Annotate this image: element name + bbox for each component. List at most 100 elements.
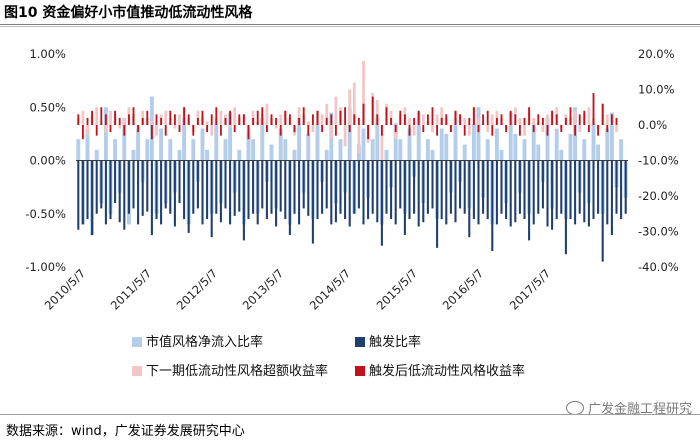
bar-1-55 xyxy=(330,160,333,225)
legend-label: 触发后低流动性风格收益率 xyxy=(369,363,525,379)
bar-2-79 xyxy=(440,107,444,125)
bar-2-84 xyxy=(463,117,467,125)
bar-0-82 xyxy=(453,117,458,161)
title-divider-secondary xyxy=(0,26,700,27)
bar-0-62 xyxy=(361,128,366,161)
data-source: 数据来源：wind，广发证券发展研究中心 xyxy=(6,424,245,439)
bar-2-90 xyxy=(490,114,494,125)
bar-3-5 xyxy=(100,107,103,125)
legend-label: 市值风格净流入比率 xyxy=(146,334,263,350)
bar-3-77 xyxy=(431,107,434,125)
bar-1-91 xyxy=(495,160,498,225)
bar-0-89 xyxy=(485,139,490,161)
bar-1-77 xyxy=(431,160,434,209)
bar-1-117 xyxy=(615,160,618,214)
right-tick-label: -20.0% xyxy=(638,189,679,203)
bar-1-48 xyxy=(298,160,301,225)
bar-3-27 xyxy=(201,110,204,125)
bar-1-69 xyxy=(394,160,397,225)
bar-1-94 xyxy=(509,160,512,227)
bar-3-73 xyxy=(413,117,416,125)
bar-1-29 xyxy=(210,160,213,238)
bar-0-67 xyxy=(384,149,389,161)
bar-0-33 xyxy=(228,112,233,161)
bar-3-90 xyxy=(491,125,494,136)
bar-3-9 xyxy=(118,117,121,125)
bar-3-38 xyxy=(252,117,255,125)
bar-0-104 xyxy=(554,128,559,161)
bar-3-110 xyxy=(583,110,586,125)
bar-0-42 xyxy=(269,144,274,161)
bar-2-31 xyxy=(219,110,223,125)
bar-3-62 xyxy=(362,103,365,125)
bar-0-35 xyxy=(237,149,242,161)
bar-3-60 xyxy=(353,114,356,125)
bar-3-8 xyxy=(114,110,117,125)
bar-2-99 xyxy=(532,117,536,125)
bar-3-117 xyxy=(615,117,618,125)
left-tick-label: 0.00% xyxy=(29,154,66,168)
bar-1-110 xyxy=(583,160,586,223)
bar-2-41 xyxy=(265,103,269,125)
bar-3-41 xyxy=(265,125,268,133)
bar-2-69 xyxy=(394,125,398,140)
bar-2-34 xyxy=(233,107,237,125)
bar-2-33 xyxy=(228,125,232,129)
bar-3-79 xyxy=(440,117,443,125)
bar-3-20 xyxy=(169,110,172,125)
bar-1-4 xyxy=(95,160,98,214)
bar-1-88 xyxy=(482,160,485,214)
bar-1-57 xyxy=(339,160,342,214)
bar-1-80 xyxy=(445,160,448,225)
bar-3-32 xyxy=(224,117,227,125)
bar-3-43 xyxy=(275,117,278,125)
bar-3-30 xyxy=(215,107,218,125)
bar-0-77 xyxy=(430,149,435,161)
bar-1-58 xyxy=(344,160,347,220)
bar-2-72 xyxy=(408,117,411,125)
bar-0-4 xyxy=(94,149,99,161)
bar-1-28 xyxy=(206,160,209,220)
bar-1-74 xyxy=(417,160,420,227)
bar-3-33 xyxy=(229,110,232,125)
bar-3-45 xyxy=(284,110,287,125)
bar-0-47 xyxy=(292,149,297,161)
bar-3-113 xyxy=(597,125,600,136)
bar-1-67 xyxy=(385,160,388,214)
bar-0-80 xyxy=(444,133,449,161)
bar-1-41 xyxy=(265,160,268,220)
bar-0-2 xyxy=(85,128,90,161)
bar-3-67 xyxy=(385,107,388,125)
bar-3-6 xyxy=(104,114,107,125)
right-tick-label: -40.0% xyxy=(638,260,679,274)
bar-3-111 xyxy=(587,125,590,133)
bar-2-62 xyxy=(362,61,365,125)
bar-1-42 xyxy=(270,160,273,214)
bar-3-40 xyxy=(261,107,264,125)
bar-3-101 xyxy=(541,117,544,125)
bar-1-84 xyxy=(463,160,466,214)
bar-3-54 xyxy=(325,117,328,125)
bar-1-34 xyxy=(233,160,236,216)
bar-3-93 xyxy=(505,125,508,133)
bar-1-97 xyxy=(523,160,526,220)
bar-3-42 xyxy=(270,114,273,125)
bar-1-14 xyxy=(141,160,144,216)
bar-1-112 xyxy=(592,160,595,220)
bar-3-57 xyxy=(339,110,342,125)
bar-2-117 xyxy=(615,125,618,133)
bar-2-48 xyxy=(297,107,301,125)
bar-3-59 xyxy=(348,125,351,133)
bar-1-8 xyxy=(114,160,117,204)
bar-3-3 xyxy=(91,110,94,125)
bar-1-109 xyxy=(578,160,581,214)
bar-2-10 xyxy=(122,117,126,125)
bar-1-72 xyxy=(408,160,411,220)
bar-3-114 xyxy=(601,103,604,125)
bar-1-32 xyxy=(224,160,227,209)
bar-0-102 xyxy=(545,117,550,161)
bar-1-3 xyxy=(91,160,94,236)
bar-1-100 xyxy=(537,160,540,214)
bar-1-99 xyxy=(532,160,535,225)
bar-2-4 xyxy=(95,107,99,125)
